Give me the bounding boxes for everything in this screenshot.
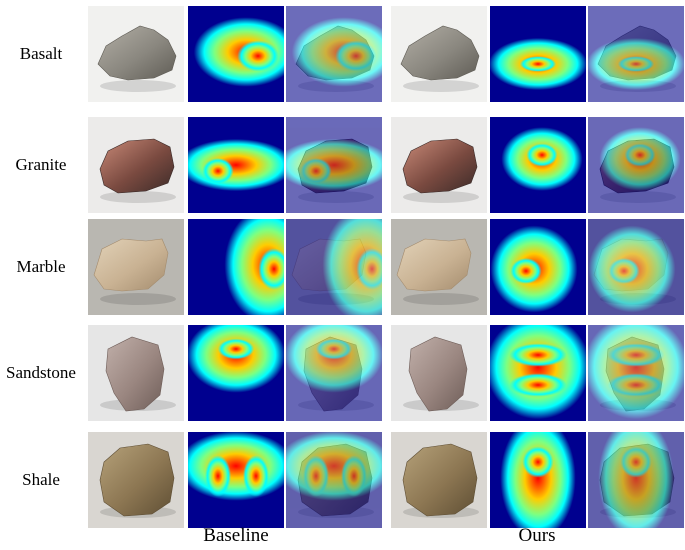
heat-blob [188, 432, 284, 501]
rock-shape [93, 238, 169, 292]
ours-overlay-marble [588, 219, 684, 315]
ours-image-basalt [391, 6, 487, 102]
group-label-baseline: Baseline [203, 525, 269, 546]
baseline-image-basalt [88, 6, 184, 102]
heat-blob [588, 325, 684, 420]
heat-blob [217, 338, 255, 360]
baseline-heatmap-shale [188, 432, 284, 528]
rock-shape [99, 138, 175, 194]
rock-shape [408, 336, 468, 412]
ours-image-marble [391, 219, 487, 315]
row-label-shale: Shale [22, 470, 60, 489]
group-label-ours: Ours [518, 525, 556, 546]
heat-blob [315, 338, 353, 360]
heat-blob [286, 432, 382, 501]
heat-blob [522, 446, 554, 478]
heat-blob [286, 138, 382, 192]
rock-shape [402, 443, 478, 517]
baseline-image-granite [88, 117, 184, 213]
heat-blob [204, 455, 232, 497]
heat-blob [620, 446, 652, 478]
baseline-heatmap-marble [188, 219, 284, 315]
rock-shape [402, 138, 478, 194]
heat-blob [510, 257, 542, 285]
baseline-heatmap-basalt [188, 6, 284, 102]
row-label-marble: Marble [16, 257, 66, 276]
baseline-image-sandstone [88, 325, 184, 421]
baseline-heatmap-sandstone [188, 325, 284, 421]
ours-overlay-granite [588, 117, 684, 213]
rock-shape [396, 238, 472, 292]
rock-shape [97, 25, 177, 81]
heat-blob [519, 56, 557, 72]
ours-overlay-shale [588, 432, 684, 528]
row-label-granite: Granite [15, 155, 67, 174]
heat-blob [237, 40, 279, 72]
heat-blob [500, 432, 576, 528]
heat-blob [617, 56, 655, 72]
heat-blob [608, 257, 640, 285]
ours-heatmap-basalt [490, 6, 586, 102]
baseline-image-marble [88, 219, 184, 315]
ours-heatmap-marble [490, 219, 586, 315]
ours-image-shale [391, 432, 487, 528]
heat-blob [322, 219, 382, 315]
heat-blob [340, 455, 368, 497]
ours-image-granite [391, 117, 487, 213]
row-label-basalt: Basalt [19, 44, 63, 63]
heat-blob [598, 432, 674, 528]
heat-blob [624, 143, 656, 167]
baseline-overlay-granite [286, 117, 382, 213]
rock-shape [105, 336, 165, 412]
heat-blob [356, 248, 382, 290]
heat-blob [490, 325, 586, 420]
baseline-overlay-marble [286, 219, 382, 315]
heat-blob [258, 248, 284, 290]
baseline-overlay-shale [286, 432, 382, 528]
heat-blob [607, 373, 665, 397]
heat-blob [526, 143, 558, 167]
row-label-sandstone: Sandstone [6, 363, 76, 382]
ours-heatmap-granite [490, 117, 586, 213]
heat-blob [607, 343, 665, 367]
heat-blob [509, 343, 567, 367]
heat-blob [242, 455, 270, 497]
ours-image-sandstone [391, 325, 487, 421]
ours-heatmap-sandstone [490, 325, 586, 421]
heat-blob [300, 157, 332, 185]
rock-shape [400, 25, 480, 81]
heat-blob [224, 219, 284, 315]
heat-blob [509, 373, 567, 397]
baseline-image-shale [88, 432, 184, 528]
ours-overlay-basalt [588, 6, 684, 102]
baseline-heatmap-granite [188, 117, 284, 213]
baseline-overlay-sandstone [286, 325, 382, 421]
heat-blob [188, 138, 284, 192]
rock-shape [99, 443, 175, 517]
heat-blob [202, 157, 234, 185]
baseline-overlay-basalt [286, 6, 382, 102]
heat-blob [302, 455, 330, 497]
ours-overlay-sandstone [588, 325, 684, 421]
heat-blob [335, 40, 377, 72]
ours-heatmap-shale [490, 432, 586, 528]
